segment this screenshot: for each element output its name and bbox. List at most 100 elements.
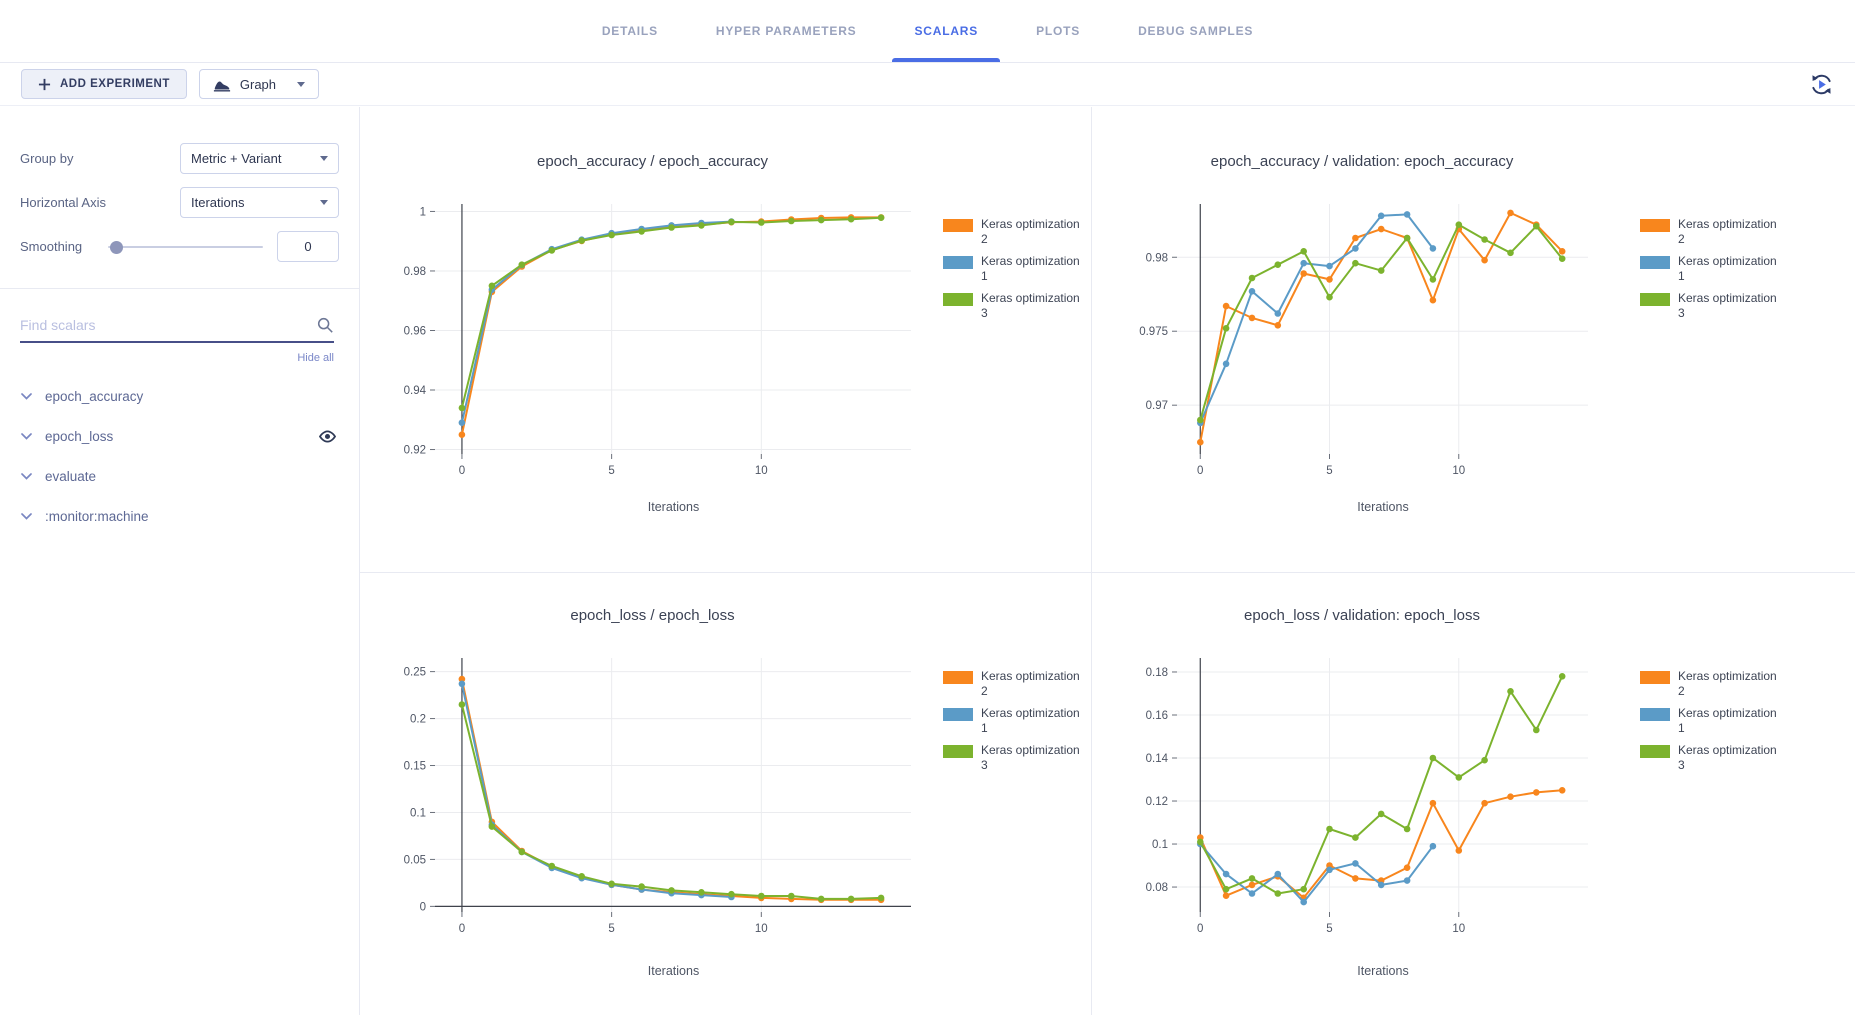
- chart-canvas-validation-epoch-loss[interactable]: 0.08 0.1 0.12 0.14 0.16 0.18 0 5 10: [1122, 632, 1602, 962]
- svg-text:10: 10: [1452, 465, 1465, 477]
- legend-swatch: [943, 256, 973, 269]
- smoothing-slider[interactable]: [108, 240, 263, 254]
- legend-label: Keras optimization 1: [981, 254, 1080, 283]
- find-scalars-input[interactable]: [20, 317, 316, 333]
- svg-text:5: 5: [1326, 923, 1332, 935]
- legend-label: Keras optimization 2: [1678, 217, 1777, 246]
- chevron-down-icon: [296, 81, 305, 87]
- legend-swatch: [1640, 256, 1670, 269]
- legend-swatch: [1640, 745, 1670, 758]
- svg-text:0.975: 0.975: [1139, 326, 1168, 338]
- chart-title: epoch_accuracy / validation: epoch_accur…: [1210, 153, 1514, 170]
- svg-text:1: 1: [420, 206, 426, 218]
- slider-thumb[interactable]: [110, 240, 123, 254]
- tab-plots[interactable]: PLOTS: [1036, 24, 1081, 38]
- svg-text:10: 10: [755, 465, 768, 477]
- chart-legend: Keras optimization 2 Keras optimization 1…: [1640, 669, 1782, 978]
- smoothing-label: Smoothing: [20, 239, 83, 254]
- svg-text:0.94: 0.94: [404, 385, 427, 397]
- legend-label: Keras optimization 2: [981, 669, 1080, 698]
- legend-item[interactable]: Keras optimization 2: [1640, 217, 1782, 247]
- metric-item-epoch-accuracy[interactable]: epoch_accuracy: [0, 376, 359, 416]
- svg-text:0.92: 0.92: [404, 445, 426, 457]
- svg-text:5: 5: [608, 923, 614, 935]
- horizontal-axis-select[interactable]: Iterations: [180, 187, 339, 218]
- find-scalars-search: [20, 316, 334, 343]
- charts-grid: epoch_accuracy / epoch_accuracy 0.92 0.94…: [360, 107, 1855, 1015]
- legend-item[interactable]: Keras optimization 3: [943, 743, 1085, 773]
- x-axis-label: Iterations: [1357, 964, 1409, 978]
- legend-label: Keras optimization 2: [1678, 669, 1777, 698]
- x-axis-label: Iterations: [1357, 500, 1409, 514]
- svg-text:5: 5: [1326, 465, 1332, 477]
- legend-label: Keras optimization 1: [981, 706, 1080, 735]
- graph-type-label: Graph: [239, 76, 277, 92]
- chart-card-validation-epoch-accuracy: epoch_accuracy / validation: epoch_accur…: [1092, 107, 1855, 573]
- legend-item[interactable]: Keras optimization 3: [943, 291, 1085, 321]
- chart-title: epoch_accuracy / epoch_accuracy: [537, 153, 768, 170]
- chevron-down-icon: [21, 392, 32, 400]
- legend-item[interactable]: Keras optimization 1: [943, 254, 1085, 284]
- legend-swatch: [1640, 219, 1670, 232]
- chevron-down-icon: [21, 512, 32, 520]
- legend-item[interactable]: Keras optimization 3: [1640, 743, 1782, 773]
- chart-canvas-validation-epoch-accuracy[interactable]: 0.97 0.975 0.98 0 5 10: [1122, 178, 1602, 498]
- tab-debug-samples[interactable]: DEBUG SAMPLES: [1138, 24, 1254, 38]
- chevron-down-icon: [320, 200, 328, 205]
- group-by-select[interactable]: Metric + Variant: [180, 143, 339, 174]
- top-tab-bar: DETAILS HYPER PARAMETERS SCALARS PLOTS D…: [0, 0, 1855, 63]
- add-experiment-button[interactable]: ADD EXPERIMENT: [21, 69, 187, 99]
- horizontal-axis-label: Horizontal Axis: [20, 195, 106, 210]
- chevron-down-icon: [21, 472, 32, 480]
- legend-label: Keras optimization 3: [981, 291, 1080, 320]
- chart-card-validation-epoch-loss: epoch_loss / validation: epoch_loss 0.08…: [1092, 573, 1855, 1015]
- legend-item[interactable]: Keras optimization 3: [1640, 291, 1782, 321]
- svg-text:0.16: 0.16: [1146, 710, 1168, 722]
- graph-type-dropdown[interactable]: Graph: [198, 69, 319, 99]
- legend-swatch: [1640, 671, 1670, 684]
- tab-details[interactable]: DETAILS: [601, 24, 658, 38]
- legend-item[interactable]: Keras optimization 2: [1640, 669, 1782, 699]
- tab-hyper-parameters[interactable]: HYPER PARAMETERS: [715, 24, 857, 38]
- svg-text:0.14: 0.14: [1146, 753, 1169, 765]
- legend-swatch: [943, 293, 973, 306]
- legend-item[interactable]: Keras optimization 2: [943, 217, 1085, 247]
- metric-item-evaluate[interactable]: evaluate: [0, 456, 359, 496]
- legend-label: Keras optimization 3: [981, 743, 1080, 772]
- hide-all-link[interactable]: Hide all: [297, 352, 334, 364]
- chart-canvas-epoch-loss[interactable]: 0 0.05 0.1 0.15 0.2 0.25 0 5 10: [380, 632, 925, 962]
- legend-item[interactable]: Keras optimization 1: [1640, 254, 1782, 284]
- chart-title: epoch_loss / validation: epoch_loss: [1244, 607, 1480, 624]
- smoothing-input[interactable]: [277, 231, 339, 262]
- tab-scalars[interactable]: SCALARS: [892, 0, 1000, 62]
- legend-item[interactable]: Keras optimization 2: [943, 669, 1085, 699]
- metric-tree: epoch_accuracy epoch_loss evaluate: [0, 376, 359, 536]
- svg-text:0.25: 0.25: [404, 667, 426, 679]
- legend-label: Keras optimization 1: [1678, 254, 1777, 283]
- svg-text:10: 10: [1452, 923, 1465, 935]
- metric-item-monitor-machine[interactable]: :monitor:machine: [0, 496, 359, 536]
- slider-track[interactable]: [108, 245, 263, 248]
- metric-item-epoch-loss[interactable]: epoch_loss: [0, 416, 359, 456]
- auto-refresh-icon: [1812, 74, 1831, 94]
- legend-swatch: [943, 745, 973, 758]
- svg-text:0.12: 0.12: [1146, 796, 1168, 808]
- legend-item[interactable]: Keras optimization 1: [943, 706, 1085, 736]
- legend-swatch: [1640, 293, 1670, 306]
- scalars-settings-sidebar: Group by Metric + Variant Horizontal Axi…: [0, 107, 360, 1015]
- svg-text:0: 0: [459, 923, 465, 935]
- eye-visible-icon[interactable]: [318, 429, 337, 443]
- toolbar: ADD EXPERIMENT Graph: [0, 63, 1855, 106]
- legend-item[interactable]: Keras optimization 1: [1640, 706, 1782, 736]
- legend-swatch: [943, 671, 973, 684]
- group-by-label: Group by: [20, 151, 74, 166]
- graph-icon: [213, 81, 230, 92]
- sidebar-divider: [0, 288, 359, 289]
- auto-refresh-button[interactable]: [1809, 72, 1834, 97]
- chart-card-epoch-accuracy: epoch_accuracy / epoch_accuracy 0.92 0.94…: [360, 107, 1092, 573]
- svg-text:0: 0: [420, 901, 426, 913]
- legend-swatch: [943, 708, 973, 721]
- svg-text:0.05: 0.05: [404, 854, 426, 866]
- svg-text:0.97: 0.97: [1146, 400, 1168, 412]
